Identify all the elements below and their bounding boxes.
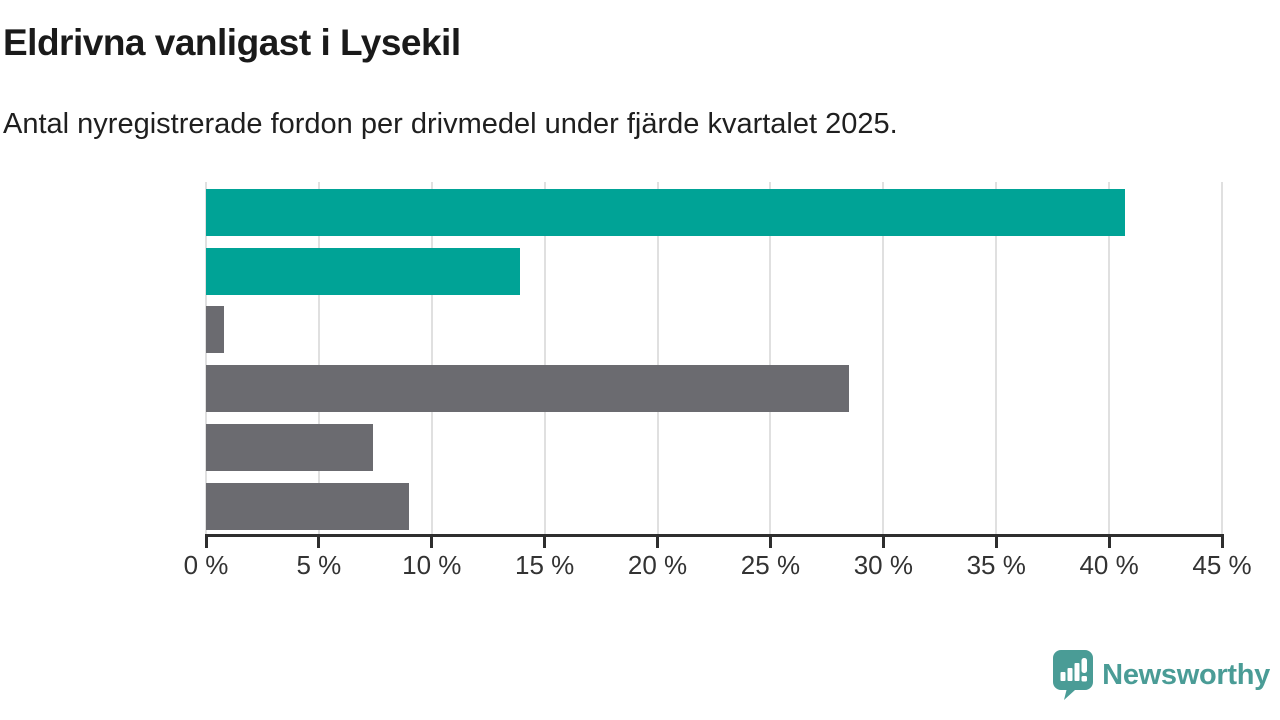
gridline (769, 182, 772, 534)
x-tick-mark (317, 534, 321, 548)
x-tick-label: 40 % (1079, 550, 1139, 580)
x-tick-mark (430, 534, 434, 548)
x-tick-label: 0 % (183, 550, 229, 580)
x-axis-line (206, 534, 1222, 537)
gridline (882, 182, 885, 534)
x-tick-mark (768, 534, 772, 548)
gridline (317, 182, 320, 534)
x-tick-mark (1107, 534, 1111, 548)
gridline (543, 182, 546, 534)
gridline (1108, 182, 1111, 534)
newsworthy-logo: Newsworthy (1053, 650, 1270, 700)
gridline (1221, 182, 1223, 534)
x-tick-mark (656, 534, 660, 548)
bar-bensin (206, 482, 410, 530)
bar-elhybrider (206, 365, 850, 413)
x-tick-label: 20 % (627, 550, 688, 580)
x-tick-label: 15 % (515, 550, 575, 580)
gridline (205, 182, 207, 534)
gridline (995, 182, 998, 534)
x-tick-label: 30 % (853, 550, 913, 580)
x-tick-label: 10 % (402, 550, 462, 580)
newsworthy-logo-icon (1053, 650, 1094, 700)
chart-title: Eldrivna vanligast i Lysekil (3, 22, 461, 63)
x-tick-mark (994, 534, 998, 548)
x-tick-mark (881, 534, 885, 548)
x-tick-label: 5 % (296, 550, 342, 580)
gridline (430, 182, 433, 534)
gridline (656, 182, 659, 534)
x-tick-mark (1220, 534, 1224, 548)
x-tick-mark (204, 534, 208, 548)
chart-subtitle: Antal nyregistrerade fordon per drivmede… (3, 108, 898, 140)
bar-eldrivna (206, 189, 1125, 236)
bar-diesel (206, 423, 374, 471)
x-tick-label: 45 % (1192, 550, 1252, 580)
bar-biodrivmedel (206, 306, 225, 354)
bar-chart: EldrivnaLaddhybriderBiodrivmedelElhybrid… (184, 182, 1252, 580)
x-tick-mark (543, 534, 547, 548)
newsworthy-logo-text: Newsworthy (1102, 658, 1270, 691)
x-tick-label: 35 % (966, 550, 1026, 580)
x-tick-label: 25 % (740, 550, 801, 580)
bar-laddhybrider (206, 247, 520, 295)
